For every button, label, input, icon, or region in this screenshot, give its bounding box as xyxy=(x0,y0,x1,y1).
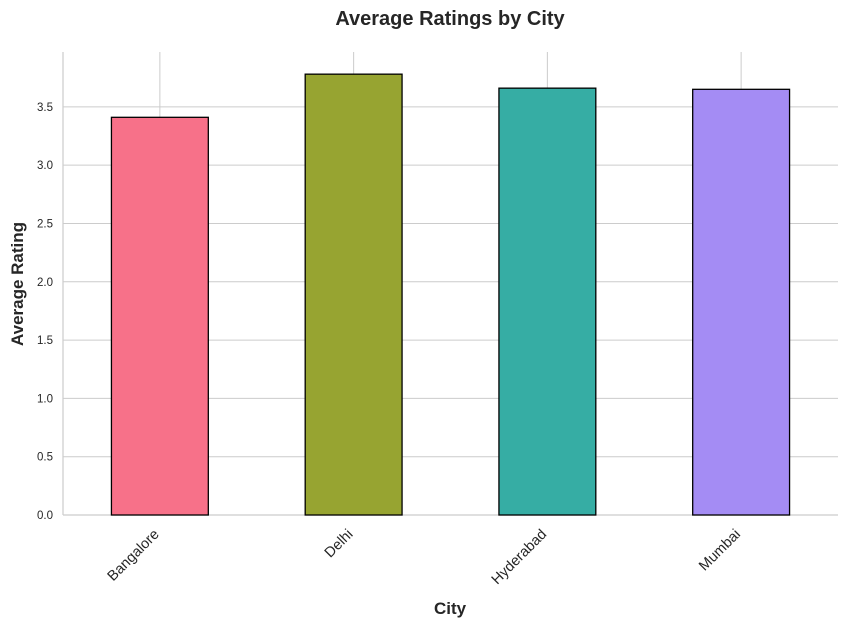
x-tick-label: Mumbai xyxy=(696,527,744,575)
y-tick-label: 1.0 xyxy=(37,393,53,405)
bar-mumbai xyxy=(692,88,791,516)
bar-hyderabad xyxy=(498,87,597,516)
y-tick-label: 0.5 xyxy=(37,452,53,464)
bars xyxy=(110,73,791,516)
y-tick-label: 3.0 xyxy=(37,160,53,172)
x-axis-label: City xyxy=(434,599,467,618)
y-tick-label: 2.0 xyxy=(37,277,53,289)
y-tick-label: 3.5 xyxy=(37,102,53,114)
chart-title: Average Ratings by City xyxy=(335,8,565,30)
x-tick-label: Bangalore xyxy=(105,527,163,585)
y-tick-label: 0.0 xyxy=(37,510,53,522)
y-axis-ticks: 0.0 0.5 1.0 1.5 2.0 2.5 3.0 3.5 xyxy=(37,102,53,522)
y-tick-label: 2.5 xyxy=(37,218,53,230)
x-tick-label: Hyderabad xyxy=(489,527,550,588)
x-axis-ticks: Bangalore Delhi Hyderabad Mumbai xyxy=(105,527,744,588)
bar-bangalore xyxy=(110,116,209,516)
bar-delhi xyxy=(304,73,403,516)
x-tick-label: Delhi xyxy=(322,527,357,562)
y-axis-label: Average Rating xyxy=(8,222,27,346)
y-tick-label: 1.5 xyxy=(37,335,53,347)
